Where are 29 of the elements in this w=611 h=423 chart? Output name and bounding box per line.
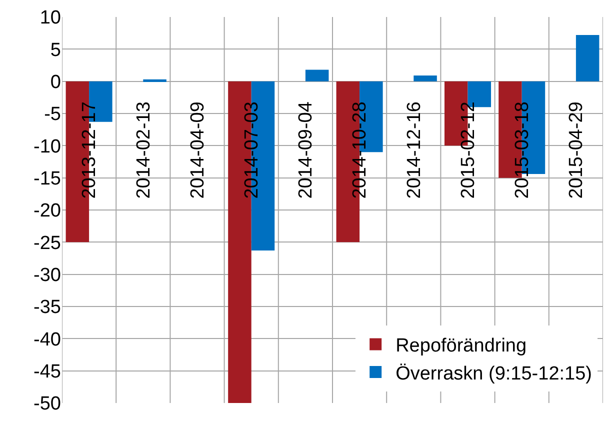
x-tick-label: 2013-12-17 xyxy=(79,102,100,199)
y-tick-label: -5 xyxy=(44,104,61,126)
y-tick-label: 5 xyxy=(50,40,61,61)
x-tick-label: 2014-09-04 xyxy=(296,101,317,199)
y-tick-label: -35 xyxy=(34,297,61,318)
y-tick-label: -50 xyxy=(34,394,61,415)
legend-label: Repoförändring xyxy=(396,336,527,357)
y-tick-label: -20 xyxy=(34,200,61,222)
x-tick-label: 2015-04-29 xyxy=(566,102,588,199)
x-tick-label: 2015-03-18 xyxy=(512,102,534,199)
x-tick-label: 2014-12-16 xyxy=(404,102,425,199)
y-tick-label: -15 xyxy=(34,168,61,190)
y-tick-label: 0 xyxy=(50,72,61,93)
bar xyxy=(576,35,600,82)
x-tick-label: 2014-10-28 xyxy=(350,102,371,199)
x-tick-label: 2014-04-09 xyxy=(187,102,208,199)
legend-label: Överraskn (9:15-12:15) xyxy=(396,363,592,384)
y-tick-label: -30 xyxy=(34,264,61,286)
y-tick-label: -40 xyxy=(34,329,61,350)
bar xyxy=(143,79,166,82)
bar xyxy=(414,76,437,82)
y-tick-label: 10 xyxy=(40,8,61,29)
x-tick-label: 2014-07-03 xyxy=(242,102,263,199)
x-tick-label: 2015-02-12 xyxy=(458,102,479,199)
bar xyxy=(305,70,329,82)
x-tick-label: 2014-02-13 xyxy=(133,102,154,199)
y-tick-label: -45 xyxy=(34,361,61,382)
y-tick-label: -10 xyxy=(34,136,61,158)
y-tick-label: -25 xyxy=(34,232,61,254)
